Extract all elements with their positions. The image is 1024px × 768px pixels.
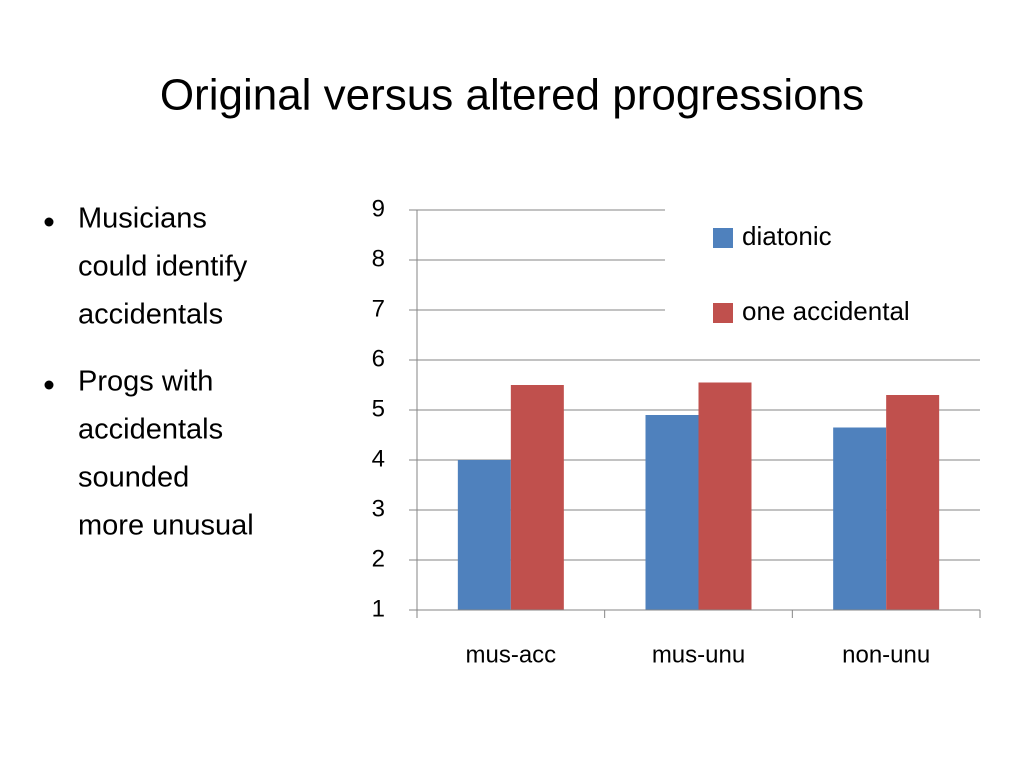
bar xyxy=(457,460,511,610)
bullet-text: more unusual xyxy=(78,510,254,542)
y-tick-label: 8 xyxy=(372,245,385,272)
y-tick-label: 2 xyxy=(372,545,385,572)
bar xyxy=(645,415,699,610)
bullet-dot xyxy=(44,217,54,227)
bullet-dot xyxy=(44,380,54,390)
y-tick-label: 4 xyxy=(372,445,385,472)
slide-title: Original versus altered progressions xyxy=(160,71,864,120)
bullet-text: sounded xyxy=(78,462,189,494)
y-tick-label: 1 xyxy=(372,595,385,622)
bullet-text: accidentals xyxy=(78,299,223,331)
y-tick-label: 7 xyxy=(372,295,385,322)
x-tick-label: mus-unu xyxy=(652,641,745,668)
bullet-text: accidentals xyxy=(78,414,223,446)
x-tick-label: mus-acc xyxy=(465,641,556,668)
bar xyxy=(886,395,940,610)
y-tick-label: 5 xyxy=(372,395,385,422)
bullet-text: Progs with xyxy=(78,366,213,398)
legend-label: diatonic xyxy=(742,221,832,251)
bar xyxy=(510,385,564,610)
legend-swatch xyxy=(713,303,733,323)
bullet-text: could identify xyxy=(78,251,248,283)
legend-label: one accidental xyxy=(742,296,910,326)
y-tick-label: 9 xyxy=(372,195,385,222)
x-tick-label: non-unu xyxy=(842,641,930,668)
bar xyxy=(698,382,752,610)
y-tick-label: 3 xyxy=(372,495,385,522)
y-tick-label: 6 xyxy=(372,345,385,372)
legend-swatch xyxy=(713,228,733,248)
bullet-text: Musicians xyxy=(78,203,207,235)
bar xyxy=(833,427,887,610)
